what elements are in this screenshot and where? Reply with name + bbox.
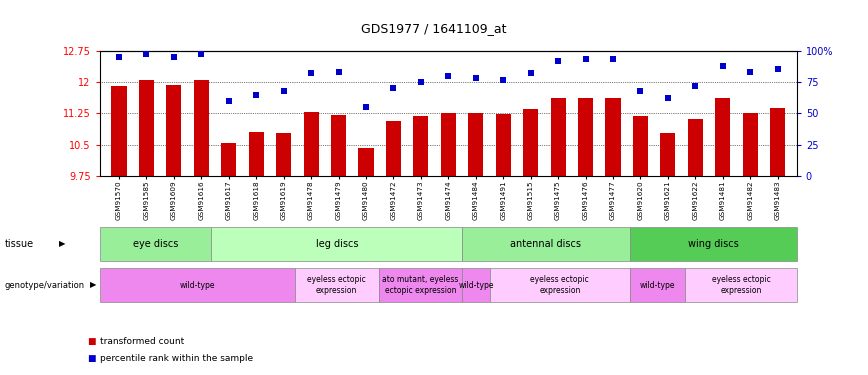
- Bar: [167, 85, 181, 176]
- Bar: [358, 148, 373, 176]
- Point: [469, 75, 483, 81]
- Bar: [605, 98, 621, 176]
- Bar: [661, 133, 675, 176]
- Bar: [687, 119, 703, 176]
- Point: [222, 98, 236, 104]
- Point: [606, 56, 620, 62]
- Point: [743, 69, 757, 75]
- Point: [661, 95, 674, 101]
- Text: ato mutant, eyeless
ectopic expression: ato mutant, eyeless ectopic expression: [382, 275, 458, 295]
- Point: [496, 76, 510, 82]
- Bar: [715, 98, 730, 176]
- Bar: [331, 115, 346, 176]
- Bar: [496, 114, 510, 176]
- Text: wing discs: wing discs: [687, 239, 739, 249]
- Text: tissue: tissue: [4, 239, 34, 249]
- Bar: [578, 98, 593, 176]
- Bar: [468, 112, 483, 176]
- Text: transformed count: transformed count: [100, 337, 184, 346]
- Text: eyeless ectopic
expression: eyeless ectopic expression: [307, 275, 366, 295]
- Text: ▶: ▶: [90, 280, 96, 290]
- Point: [304, 70, 318, 76]
- Point: [112, 54, 126, 60]
- Bar: [304, 112, 319, 176]
- Point: [688, 83, 702, 89]
- Point: [551, 58, 565, 64]
- Point: [579, 56, 593, 62]
- Point: [140, 51, 154, 57]
- Bar: [194, 80, 209, 176]
- Point: [716, 63, 730, 69]
- Text: ▶: ▶: [59, 239, 65, 248]
- Text: antennal discs: antennal discs: [510, 239, 582, 249]
- Text: leg discs: leg discs: [316, 239, 358, 249]
- Text: wild-type: wild-type: [180, 280, 215, 290]
- Bar: [550, 98, 566, 176]
- Text: wild-type: wild-type: [458, 280, 494, 290]
- Bar: [523, 109, 538, 176]
- Point: [167, 54, 181, 60]
- Text: eyeless ectopic
expression: eyeless ectopic expression: [530, 275, 589, 295]
- Bar: [441, 113, 456, 176]
- Point: [386, 86, 400, 92]
- Text: wild-type: wild-type: [640, 280, 675, 290]
- Point: [771, 66, 785, 72]
- Bar: [413, 116, 429, 176]
- Point: [332, 69, 345, 75]
- Bar: [139, 80, 154, 176]
- Bar: [386, 120, 401, 176]
- Text: percentile rank within the sample: percentile rank within the sample: [100, 354, 253, 363]
- Bar: [276, 133, 292, 176]
- Point: [441, 73, 455, 79]
- Text: GDS1977 / 1641109_at: GDS1977 / 1641109_at: [361, 22, 507, 36]
- Text: eye discs: eye discs: [133, 239, 178, 249]
- Bar: [770, 108, 786, 176]
- Bar: [743, 113, 758, 176]
- Text: eyeless ectopic
expression: eyeless ectopic expression: [712, 275, 771, 295]
- Text: ■: ■: [87, 337, 95, 346]
- Bar: [221, 143, 236, 176]
- Point: [249, 92, 263, 98]
- Point: [277, 88, 291, 94]
- Bar: [111, 86, 127, 176]
- Bar: [249, 132, 264, 176]
- Point: [634, 88, 648, 94]
- Bar: [633, 116, 648, 176]
- Text: ■: ■: [87, 354, 95, 363]
- Point: [414, 79, 428, 85]
- Point: [523, 70, 537, 76]
- Point: [194, 51, 208, 57]
- Text: genotype/variation: genotype/variation: [4, 280, 84, 290]
- Point: [359, 104, 373, 110]
